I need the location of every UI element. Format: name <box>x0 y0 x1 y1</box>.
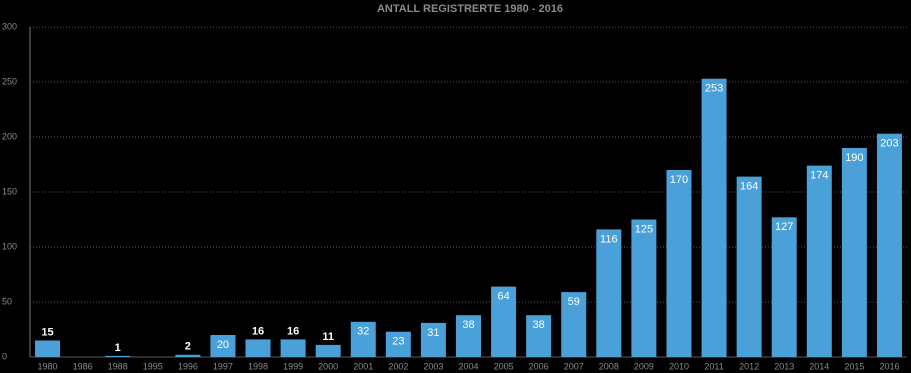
value-label: 32 <box>357 326 369 338</box>
bar <box>806 165 832 357</box>
bar <box>315 344 341 357</box>
x-tick-label: 2004 <box>458 361 478 371</box>
value-label: 15 <box>41 326 53 338</box>
bar <box>245 339 271 357</box>
y-tick-label: 150 <box>2 186 17 196</box>
x-tick-label: 2011 <box>704 361 723 371</box>
x-tick-label: 2016 <box>879 361 899 371</box>
y-tick-label: 300 <box>2 21 17 31</box>
bar <box>175 354 201 357</box>
x-tick-label: 1988 <box>108 361 128 371</box>
bar <box>561 292 587 357</box>
x-tick-label: 1986 <box>73 361 93 371</box>
x-tick-label: 2009 <box>634 361 654 371</box>
x-tick-label: 1996 <box>178 361 198 371</box>
x-tick-label: 2006 <box>529 361 549 371</box>
y-tick-label: 50 <box>2 296 12 306</box>
bar <box>105 355 131 357</box>
x-tick-label: 2010 <box>669 361 689 371</box>
bar <box>491 286 517 357</box>
bar <box>280 339 306 357</box>
x-tick-label: 1998 <box>248 361 268 371</box>
x-tick-label: 2005 <box>494 361 514 371</box>
y-tick-label: 0 <box>2 351 7 361</box>
value-label: 116 <box>600 233 618 245</box>
y-tick-label: 100 <box>2 241 17 251</box>
value-label: 127 <box>775 221 793 233</box>
value-label: 170 <box>670 174 688 186</box>
bar <box>350 321 376 357</box>
value-label: 125 <box>635 223 653 235</box>
x-tick-label: 2013 <box>774 361 794 371</box>
value-label: 38 <box>533 319 545 331</box>
value-label: 2 <box>185 341 191 353</box>
x-tick-label: 2015 <box>844 361 864 371</box>
value-label: 23 <box>392 336 404 348</box>
x-tick-label: 2008 <box>599 361 619 371</box>
x-tick-label: 2001 <box>353 361 373 371</box>
value-label: 64 <box>497 291 509 303</box>
value-label: 203 <box>880 138 898 150</box>
bar <box>736 176 762 357</box>
x-tick-label: 1999 <box>283 361 303 371</box>
x-tick-label: 1995 <box>143 361 163 371</box>
value-label: 11 <box>322 331 334 343</box>
x-tick-label: 2003 <box>423 361 443 371</box>
bar <box>420 322 446 357</box>
value-label: 16 <box>287 325 299 337</box>
bar <box>631 219 657 357</box>
x-tick-label: 1997 <box>213 361 233 371</box>
value-label: 174 <box>810 170 828 182</box>
value-label: 59 <box>568 296 580 308</box>
x-tick-label: 2007 <box>564 361 584 371</box>
bar <box>385 331 411 357</box>
value-label: 190 <box>845 152 863 164</box>
bar <box>456 315 481 357</box>
value-label: 20 <box>217 339 229 351</box>
value-label: 253 <box>705 83 723 95</box>
bar <box>701 78 727 357</box>
bar <box>841 148 867 357</box>
value-label: 16 <box>252 325 264 337</box>
bar <box>210 335 236 357</box>
x-tick-label: 2014 <box>809 361 829 371</box>
x-tick-label: 2012 <box>739 361 759 371</box>
value-label: 164 <box>740 181 758 193</box>
bar <box>596 229 622 357</box>
bar <box>771 217 797 357</box>
value-label: 1 <box>115 342 121 354</box>
x-tick-label: 1980 <box>38 361 58 371</box>
y-tick-label: 250 <box>2 76 17 86</box>
bar <box>666 170 692 357</box>
bar <box>876 133 902 357</box>
value-label: 31 <box>427 327 439 339</box>
x-tick-label: 2000 <box>318 361 338 371</box>
chart-title: ANTALL REGISTRERTE 1980 - 2016 <box>377 3 563 15</box>
value-label: 38 <box>462 319 474 331</box>
x-tick-label: 2002 <box>388 361 408 371</box>
bar <box>526 315 552 357</box>
y-tick-label: 200 <box>2 131 17 141</box>
bar <box>35 340 61 357</box>
